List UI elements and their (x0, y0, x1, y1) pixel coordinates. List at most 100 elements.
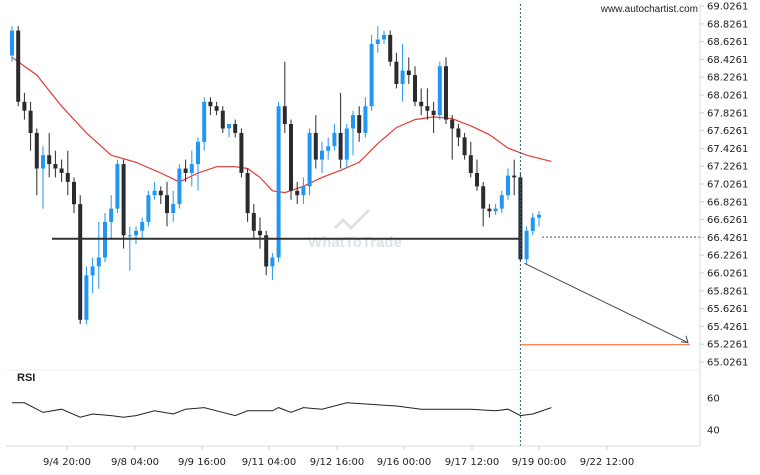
candle-body (208, 101, 213, 107)
y-tick-label: 66.8261 (707, 197, 748, 208)
candle-body (518, 177, 523, 260)
candle-body (127, 235, 132, 237)
x-tick-label: 9/16 00:00 (377, 457, 431, 468)
candle-body (320, 150, 324, 160)
candle-body (196, 141, 200, 165)
candle-body (258, 230, 262, 236)
candle-body (307, 132, 312, 187)
projection-arrow-head (680, 335, 689, 344)
candle-body (189, 164, 194, 173)
candle-body (214, 106, 219, 111)
candle-body (270, 257, 275, 267)
candle-body (177, 168, 182, 205)
candle-body (282, 106, 287, 124)
rsi-panel-title: RSI (17, 372, 35, 384)
candle-body (493, 208, 498, 212)
x-tick-label: 9/11 04:00 (242, 457, 296, 468)
rsi-line (12, 402, 552, 418)
y-tick-label: 68.4261 (707, 55, 748, 66)
y-tick-label: 66.2261 (707, 251, 748, 262)
candle-body (363, 106, 368, 133)
candle-body (437, 66, 442, 116)
candle-body (239, 132, 244, 173)
candle-body (357, 115, 362, 133)
candle-body (462, 137, 467, 156)
y-tick-label: 67.2261 (707, 162, 748, 173)
candle-body (78, 204, 83, 320)
y-tick-label: 66.0261 (707, 269, 748, 280)
candle-body (524, 230, 529, 260)
candle-body (96, 257, 101, 267)
watermark-url: www.autochartist.com (600, 4, 698, 15)
candle-body (165, 195, 169, 213)
candle-body (388, 35, 393, 62)
moving-average-line (11, 56, 552, 194)
y-tick-label: 65.6261 (707, 304, 748, 315)
candle-body (332, 132, 337, 147)
candle-body (456, 128, 461, 138)
candle-body (326, 146, 331, 151)
candle-body (146, 195, 151, 222)
candle-body (227, 124, 231, 129)
candle-body (487, 208, 492, 212)
candle-body (382, 35, 386, 40)
candle-body (344, 128, 349, 160)
x-tick-label: 9/12 16:00 (310, 457, 364, 468)
candle-body (233, 124, 238, 133)
candle-body (289, 124, 293, 191)
brand-watermark-logo (333, 208, 371, 231)
candle-body (59, 168, 64, 173)
candle-body (375, 39, 380, 44)
y-tick-label: 65.8261 (707, 286, 748, 297)
rsi-tick-label: 40 (707, 426, 720, 437)
y-tick-label: 67.6261 (707, 126, 748, 137)
x-tick-label: 9/8 04:00 (111, 457, 159, 468)
candle-body (202, 101, 207, 142)
candle-body (295, 190, 300, 196)
candle-body (394, 61, 399, 84)
candle-body (47, 155, 52, 165)
candle-body (34, 132, 39, 169)
brand-watermark-text: WhatToTrade (308, 234, 402, 251)
candle-body (419, 101, 424, 107)
candle-body (506, 175, 510, 196)
candle-body (90, 266, 95, 276)
y-tick-label: 66.4261 (707, 233, 748, 244)
x-tick-label: 9/22 12:00 (580, 457, 634, 468)
candle-body (10, 30, 14, 56)
x-tick-label: 9/17 12:00 (445, 457, 499, 468)
candle-body (444, 66, 448, 120)
candle-body (264, 235, 269, 267)
x-tick-label: 9/9 16:00 (178, 457, 226, 468)
candle-body (338, 132, 343, 160)
y-tick-label: 67.0261 (707, 180, 748, 191)
candle-body (140, 221, 145, 231)
y-tick-label: 68.6261 (707, 37, 748, 48)
candle-body (183, 168, 188, 173)
candle-body (158, 190, 163, 196)
x-tick-label: 9/19 00:00 (512, 457, 566, 468)
candle-body (28, 110, 33, 133)
y-tick-label: 65.0261 (707, 358, 748, 369)
candle-body (41, 155, 45, 169)
candle-body (413, 75, 417, 102)
candle-body (276, 106, 281, 258)
candle-body (109, 208, 114, 222)
candle-body (251, 213, 256, 231)
candle-body (53, 164, 58, 169)
y-tick-label: 65.2261 (707, 340, 748, 351)
candle-body (400, 70, 405, 84)
candle-body (431, 110, 436, 116)
y-tick-label: 67.8261 (707, 108, 748, 119)
candle-body (152, 190, 157, 196)
candle-body (406, 70, 411, 75)
candle-body (115, 164, 120, 209)
candle-body (475, 173, 479, 187)
projection-arrow-line (524, 262, 689, 344)
y-tick-label: 67.4261 (707, 144, 748, 155)
candle-body (481, 186, 486, 209)
y-tick-label: 65.4261 (707, 322, 748, 333)
candle-body (450, 119, 455, 129)
